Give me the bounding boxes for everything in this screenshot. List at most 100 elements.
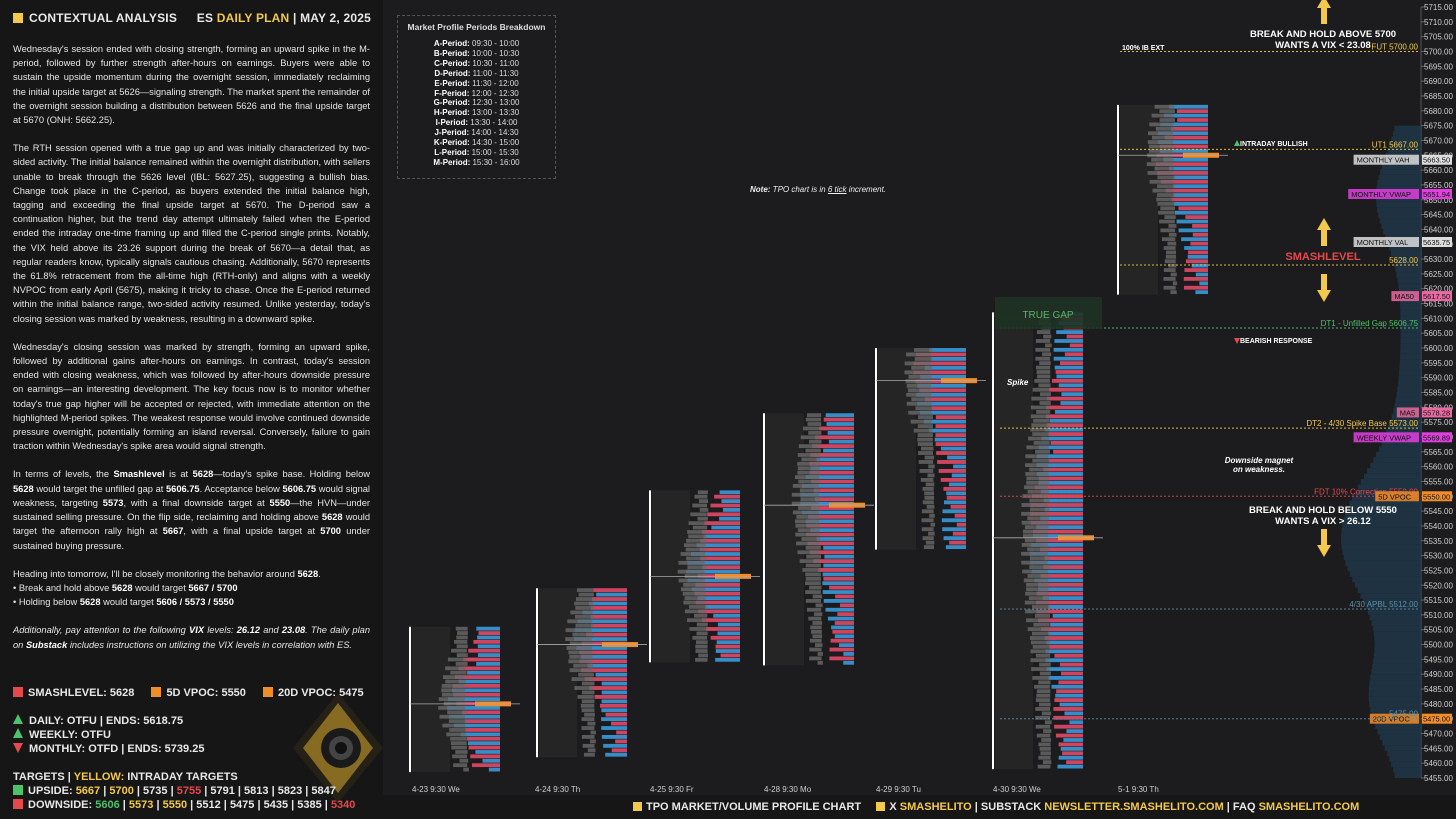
level-value: 5617.50 — [1423, 292, 1450, 301]
tpo-shade-bar — [1170, 272, 1177, 277]
tpo-shade-bar — [1157, 193, 1175, 197]
down-triangle-icon — [13, 743, 23, 753]
tpo-shade-bar — [457, 631, 468, 635]
profile-bar — [695, 600, 740, 605]
profile-bar — [603, 743, 627, 748]
profile-bar — [611, 748, 627, 753]
profile-bar — [827, 430, 854, 435]
volume-profile-bar — [1400, 332, 1421, 338]
profile-bar — [809, 461, 854, 466]
profile-bar — [1163, 113, 1208, 118]
volume-profile-bar — [1394, 772, 1421, 778]
panel-title: CONTEXTUAL ANALYSIS — [29, 11, 178, 25]
volume-profile-bar — [1400, 353, 1421, 360]
profile-bar — [588, 601, 627, 606]
volume-profile-bar — [1373, 652, 1421, 659]
profile-bar — [953, 464, 966, 469]
tpo-shade-bar — [576, 588, 594, 593]
tpo-shade-bar — [1039, 746, 1051, 751]
volume-profile-bar — [1395, 397, 1421, 403]
tpo-shade-bar — [447, 710, 467, 715]
volume-profile-bar — [1397, 386, 1421, 393]
volume-profile-bar — [1400, 315, 1421, 322]
profile-bar — [929, 348, 966, 352]
period-time: 10:30 - 11:00 — [470, 58, 519, 68]
tomorrow-plan: Heading into tomorrow, I'll be closely m… — [13, 568, 321, 608]
volume-profile-bar — [1399, 299, 1421, 306]
profile-bar — [596, 592, 627, 597]
period-name: I-Period: — [435, 118, 469, 128]
profile-bar — [721, 499, 740, 503]
profile-bar — [1176, 219, 1208, 224]
tpo-shade-bar — [450, 741, 467, 746]
profile-bar — [829, 585, 854, 590]
period-time: 11:00 - 11:30 — [470, 68, 519, 78]
profile-bar — [463, 657, 500, 662]
profile-bar — [917, 401, 966, 406]
tpo-shade-bar — [1035, 715, 1051, 720]
profile-bar — [1177, 118, 1208, 122]
profile-bar — [601, 726, 627, 730]
profile-bar — [1054, 339, 1083, 343]
profile-bar — [1055, 733, 1083, 738]
tpo-shade-bar — [1029, 556, 1050, 561]
tpo-shade-bar — [699, 507, 709, 512]
faq-link[interactable]: SMASHELITO.COM — [1258, 801, 1360, 813]
profile-bar — [1173, 184, 1208, 189]
tpo-shade-bar — [922, 536, 934, 541]
tpo-shade-bar — [575, 597, 594, 601]
tpo-shade-bar — [1026, 582, 1049, 587]
tpo-shade-bar — [906, 352, 932, 357]
profile-bar — [941, 518, 966, 523]
tpo-shade-bar — [448, 719, 467, 724]
profile-bar — [1181, 237, 1208, 242]
profile-bar — [701, 530, 740, 534]
tpo-shade-bar — [1023, 534, 1049, 538]
level-label: FUT 5700.00 — [1371, 42, 1418, 51]
substack-link[interactable]: NEWSLETTER.SMASHELITO.COM — [1044, 801, 1224, 813]
tpo-chart: 5455.00 5460.00 5465.00 5470.00 5475.00 5480.… — [383, 0, 1456, 795]
tpo-shade-bar — [441, 684, 466, 688]
profile-bar — [1191, 263, 1208, 268]
profile-bar — [1184, 268, 1208, 272]
tpo-shade-bar — [805, 448, 821, 453]
volume-profile-bar — [1369, 680, 1421, 686]
tpo-shade-bar — [921, 509, 934, 514]
tpo-shade-bar — [794, 475, 820, 479]
volume-profile-bar — [1370, 674, 1421, 681]
volume-profile-bar — [1372, 663, 1421, 670]
profile-bar — [1040, 547, 1083, 552]
volume-profile-bar — [1374, 647, 1421, 653]
tpo-shade-bar — [1157, 175, 1175, 180]
y-tick-label: 5535.00 — [1424, 537, 1453, 546]
tpo-shade-bar — [1028, 596, 1049, 601]
level-value-tag — [1422, 154, 1452, 165]
tpo-shade-bar — [1021, 511, 1048, 516]
profile-bar — [811, 479, 854, 484]
tpo-shade-bar — [906, 401, 932, 406]
profile-bar — [830, 638, 854, 643]
tpo-shade-bar — [1029, 565, 1050, 569]
targets-title: TARGETS | YELLOW: INTRADAY TARGETS — [13, 771, 238, 783]
profile-bar — [943, 500, 966, 505]
tpo-shade-bar — [687, 618, 707, 623]
tpo-shade-bar — [927, 473, 935, 478]
x-axis-label: 4-23 9:30 We — [412, 785, 460, 794]
level-label: MA50 — [1394, 292, 1414, 301]
profile-bar — [719, 490, 740, 495]
tpo-shade-bar — [808, 430, 822, 435]
x-handle-link[interactable]: SMASHELITO — [899, 801, 972, 813]
tpo-shade-bar — [805, 545, 821, 550]
profile-bar — [1168, 166, 1208, 171]
profile-bar — [1062, 751, 1083, 756]
tpo-shade-bar — [801, 537, 821, 541]
tpo-note: Note: TPO chart is in 6 tick increment. — [750, 185, 887, 194]
volume-profile-bar — [1399, 359, 1421, 365]
tpo-shade-bar — [1029, 467, 1050, 472]
tpo-shade-bar — [805, 572, 821, 577]
profile-bar — [586, 632, 627, 637]
volume-profile-bar — [1389, 756, 1421, 762]
level-label-bg — [1353, 237, 1419, 248]
tpo-shade-bar — [1044, 720, 1052, 725]
tpo-shade-bar — [696, 622, 708, 627]
